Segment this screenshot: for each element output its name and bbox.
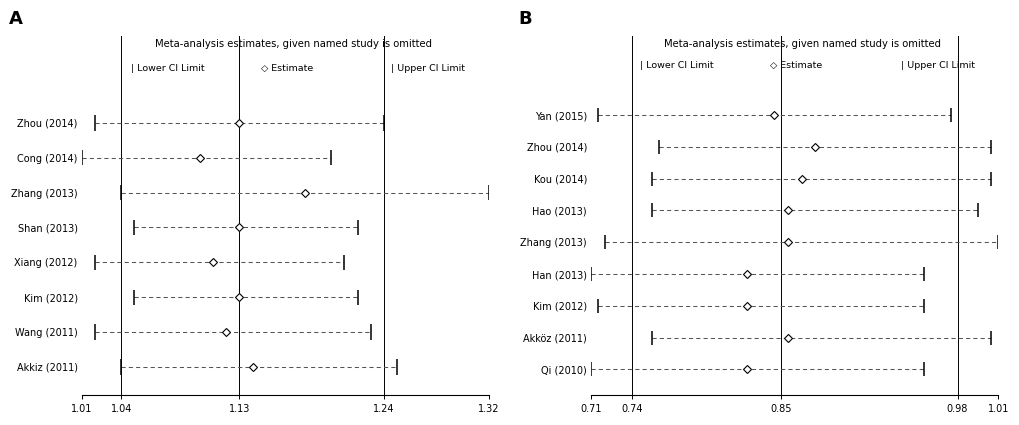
Text: | Lower CI Limit: | Lower CI Limit — [130, 64, 204, 73]
Text: ◇ Estimate: ◇ Estimate — [261, 64, 313, 73]
Text: | Upper CI Limit: | Upper CI Limit — [900, 61, 973, 71]
Text: Meta-analysis estimates, given named study is omitted: Meta-analysis estimates, given named stu… — [155, 40, 432, 49]
Text: Meta-analysis estimates, given named study is omitted: Meta-analysis estimates, given named stu… — [663, 39, 941, 48]
Text: B: B — [518, 11, 531, 28]
Text: ◇ Estimate: ◇ Estimate — [769, 61, 821, 71]
Text: A: A — [8, 11, 22, 28]
Text: | Upper CI Limit: | Upper CI Limit — [391, 64, 465, 73]
Text: | Lower CI Limit: | Lower CI Limit — [640, 61, 713, 71]
